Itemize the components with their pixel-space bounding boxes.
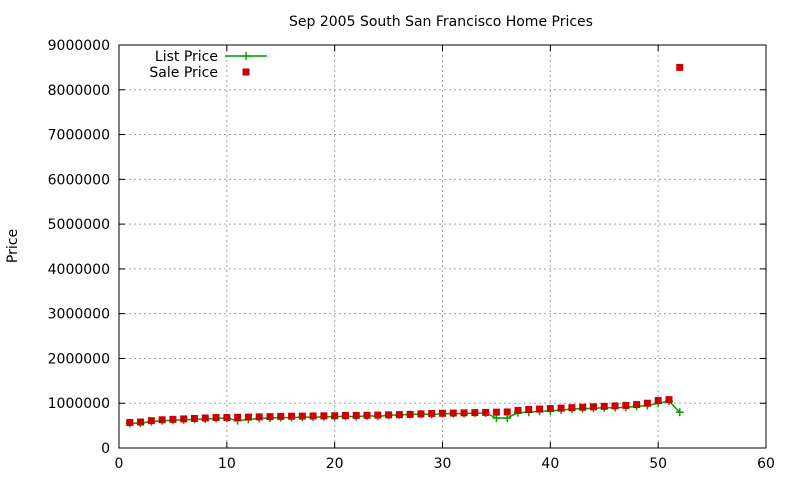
sale-price-point xyxy=(331,412,339,420)
sale-price-point xyxy=(320,412,328,420)
sale-price-point xyxy=(223,414,231,422)
sale-price-point xyxy=(600,402,608,410)
sale-price-point xyxy=(406,410,414,418)
sale-price-point xyxy=(460,409,468,417)
sale-price-point xyxy=(374,411,382,419)
sale-price-point xyxy=(676,63,684,71)
sale-price-point xyxy=(234,413,242,421)
sale-price-point xyxy=(428,410,436,418)
sale-price-point xyxy=(546,405,554,413)
y-tick-label: 9000000 xyxy=(48,38,110,54)
sale-price-point xyxy=(288,412,296,420)
sale-price-point xyxy=(579,403,587,411)
y-tick-label: 3000000 xyxy=(48,307,110,323)
sale-price-point xyxy=(385,411,393,419)
x-tick-label: 0 xyxy=(115,456,124,472)
sale-price-point xyxy=(525,405,533,413)
sale-price-point xyxy=(611,402,619,410)
sale-price-point xyxy=(643,399,651,407)
y-tick-label: 5000000 xyxy=(48,217,110,233)
legend-square-swatch xyxy=(242,68,250,76)
x-tick-label: 60 xyxy=(757,456,775,472)
sale-price-point xyxy=(622,401,630,409)
y-tick-label: 7000000 xyxy=(48,128,110,144)
y-tick-label: 2000000 xyxy=(48,351,110,367)
sale-price-point xyxy=(449,409,457,417)
legend-cross-swatch xyxy=(242,52,250,60)
sale-price-point xyxy=(126,418,134,426)
axes: 0 10 20 30 40 50 60 0 1000000 2000000 3000000 40000… xyxy=(48,38,775,472)
sale-price-point xyxy=(568,404,576,412)
sale-price-point xyxy=(363,411,371,419)
sale-price-point xyxy=(514,406,522,414)
sale-price-point xyxy=(665,396,673,404)
plot-area xyxy=(125,63,684,428)
sale-price-point xyxy=(158,416,166,424)
sale-price-point xyxy=(536,405,544,413)
sale-price-point xyxy=(137,418,145,426)
sale-price-point xyxy=(298,412,306,420)
sale-price-point xyxy=(439,409,446,417)
sale-price-point xyxy=(557,404,565,412)
sale-price-point xyxy=(244,413,252,421)
y-axis-label: Price xyxy=(5,229,21,263)
sale-price-point xyxy=(471,409,479,417)
sale-price-point xyxy=(201,414,209,422)
sale-price-point xyxy=(633,401,641,409)
sale-price-point xyxy=(266,413,274,421)
x-tick-label: 10 xyxy=(218,456,236,472)
x-tick-label: 20 xyxy=(326,456,344,472)
sale-price-point xyxy=(169,415,177,423)
chart-title: Sep 2005 South San Francisco Home Prices xyxy=(289,14,593,30)
sale-price-point xyxy=(492,408,500,416)
y-tick-label: 4000000 xyxy=(48,262,110,278)
sale-price-point xyxy=(654,397,662,405)
sale-price-point xyxy=(417,410,425,418)
sale-price-point xyxy=(277,412,285,420)
legend-label: List Price xyxy=(155,49,218,65)
list-price-line xyxy=(129,400,681,425)
sale-price-point xyxy=(503,408,511,416)
sale-price-point xyxy=(255,413,263,421)
sale-price-point xyxy=(190,414,198,422)
x-tick-label: 40 xyxy=(541,456,559,472)
sale-price-point xyxy=(352,411,360,419)
y-tick-label: 6000000 xyxy=(48,172,110,188)
sale-price-point xyxy=(212,414,220,422)
sale-price-point xyxy=(589,403,597,411)
y-tick-label: 0 xyxy=(101,441,110,457)
grid-lines xyxy=(119,45,766,448)
sale-price-point xyxy=(309,412,317,420)
y-tick-label: 1000000 xyxy=(48,396,110,412)
y-tick-label: 8000000 xyxy=(48,83,110,99)
sale-price-point xyxy=(482,408,490,416)
sale-price-point xyxy=(180,415,188,423)
sale-price-point xyxy=(395,411,403,419)
x-tick-label: 50 xyxy=(649,456,667,472)
list-price-point xyxy=(675,408,684,417)
x-tick-label: 30 xyxy=(434,456,452,472)
legend-label: Sale Price xyxy=(149,65,218,81)
sale-price-point xyxy=(147,417,155,425)
sale-price-point xyxy=(341,412,349,420)
